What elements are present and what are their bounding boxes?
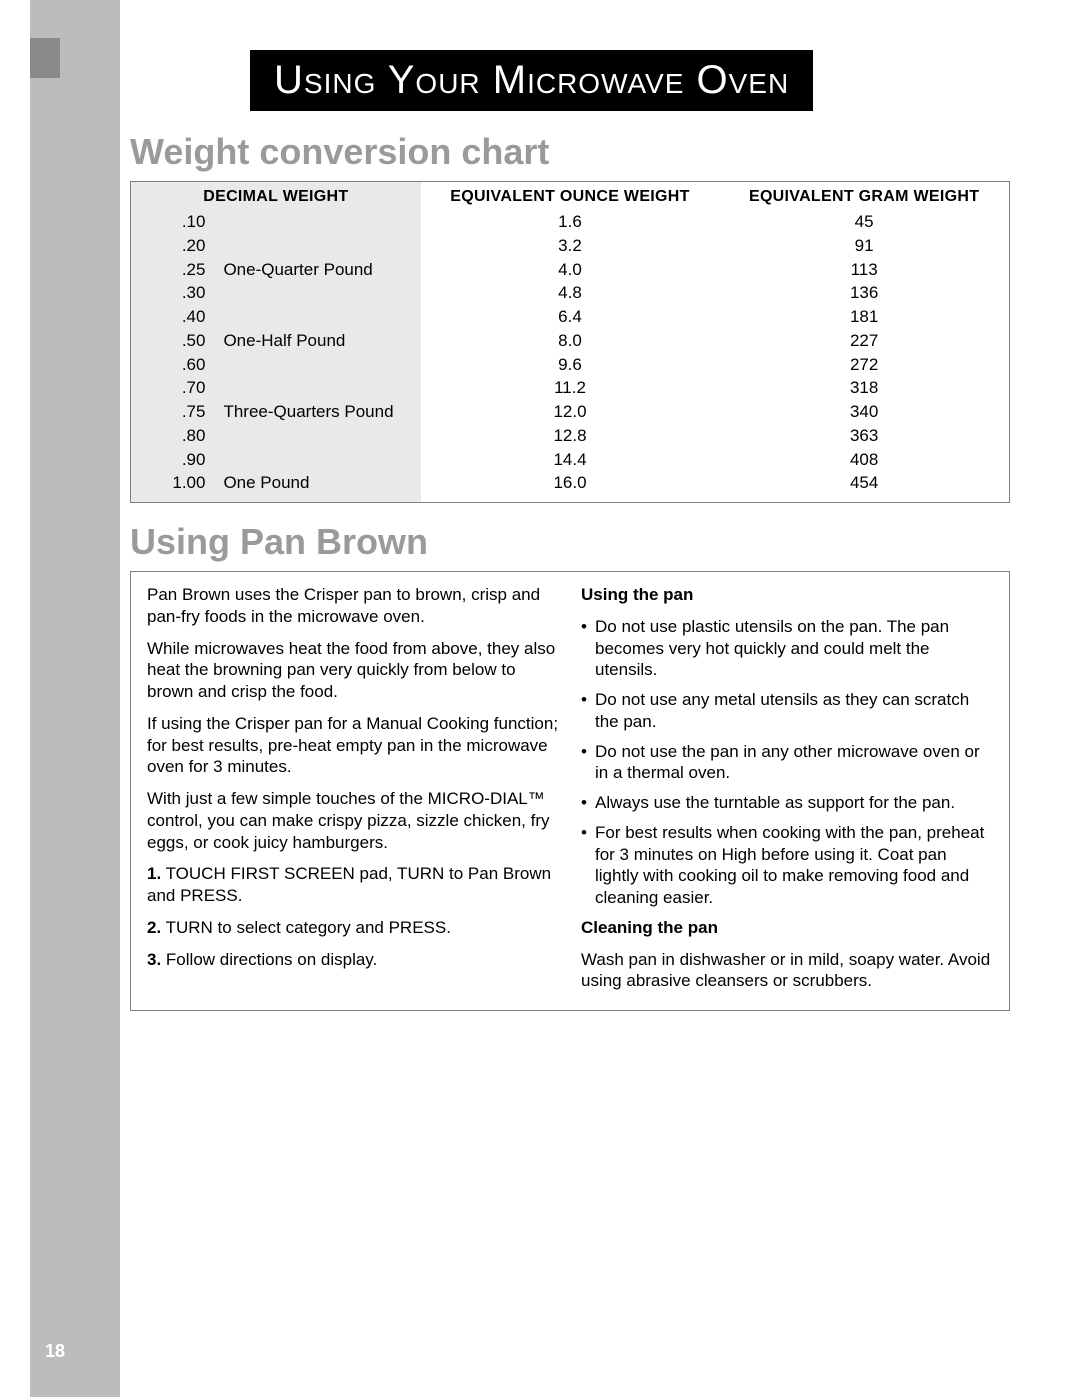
cell-ounce: 4.0 <box>421 258 720 282</box>
section-heading-weight: Weight conversion chart <box>130 131 1030 173</box>
pan-intro-2: While microwaves heat the food from abov… <box>147 638 559 703</box>
bullet-item: Do not use any metal utensils as they ca… <box>581 689 993 733</box>
table-row: .60 9.6272 <box>131 353 1009 377</box>
pan-brown-columns: Pan Brown uses the Crisper pan to brown,… <box>147 584 993 992</box>
cell-decimal: .50 <box>131 329 211 353</box>
bullet-item: Do not use plastic utensils on the pan. … <box>581 616 993 681</box>
cell-label <box>211 353 420 377</box>
cell-ounce: 9.6 <box>421 353 720 377</box>
cell-label: Three-Quarters Pound <box>211 400 420 424</box>
cleaning-pan-heading: Cleaning the pan <box>581 917 993 939</box>
cell-ounce: 1.6 <box>421 210 720 234</box>
pan-step-3-text: Follow directions on display. <box>166 950 377 969</box>
cell-gram: 45 <box>719 210 1009 234</box>
pan-step-1: 1. TOUCH FIRST SCREEN pad, TURN to Pan B… <box>147 863 559 907</box>
cell-label <box>211 305 420 329</box>
table-header-ounce: EQUIVALENT OUNCE WEIGHT <box>421 182 720 210</box>
section-heading-panbrown: Using Pan Brown <box>130 521 1030 563</box>
cell-gram: 272 <box>719 353 1009 377</box>
pan-step-2-text: TURN to select category and PRESS. <box>166 918 451 937</box>
cell-label <box>211 448 420 472</box>
table-row: .25One-Quarter Pound4.0113 <box>131 258 1009 282</box>
cell-gram: 91 <box>719 234 1009 258</box>
cell-ounce: 14.4 <box>421 448 720 472</box>
cell-gram: 318 <box>719 376 1009 400</box>
cell-label: One Pound <box>211 471 420 502</box>
sidebar-wave-decoration <box>102 0 118 1397</box>
cell-label: One-Half Pound <box>211 329 420 353</box>
bullet-item: For best results when cooking with the p… <box>581 822 993 909</box>
page-content: Using Your Microwave Oven Weight convers… <box>130 50 1030 1011</box>
weight-table-frame: DECIMAL WEIGHT EQUIVALENT OUNCE WEIGHT E… <box>130 181 1010 503</box>
cell-label <box>211 210 420 234</box>
table-row: 1.00One Pound16.0454 <box>131 471 1009 502</box>
cell-ounce: 16.0 <box>421 471 720 502</box>
cell-gram: 340 <box>719 400 1009 424</box>
pan-step-2: 2. TURN to select category and PRESS. <box>147 917 559 939</box>
table-row: .40 6.4181 <box>131 305 1009 329</box>
table-header-gram: EQUIVALENT GRAM WEIGHT <box>719 182 1009 210</box>
cell-gram: 227 <box>719 329 1009 353</box>
cell-gram: 408 <box>719 448 1009 472</box>
cell-decimal: .60 <box>131 353 211 377</box>
left-sidebar <box>30 0 110 1397</box>
using-pan-bullets: Do not use plastic utensils on the pan. … <box>581 616 993 909</box>
table-header-decimal: DECIMAL WEIGHT <box>131 182 421 210</box>
cell-label <box>211 281 420 305</box>
pan-intro-3: If using the Crisper pan for a Manual Co… <box>147 713 559 778</box>
cell-label: One-Quarter Pound <box>211 258 420 282</box>
bullet-item: Do not use the pan in any other microwav… <box>581 741 993 785</box>
pan-intro-4: With just a few simple touches of the MI… <box>147 788 559 853</box>
cell-decimal: .20 <box>131 234 211 258</box>
cell-label <box>211 376 420 400</box>
cell-decimal: .40 <box>131 305 211 329</box>
cell-decimal: .10 <box>131 210 211 234</box>
pan-step-1-text: TOUCH FIRST SCREEN pad, TURN to Pan Brow… <box>147 864 551 905</box>
page-number: 18 <box>45 1341 65 1362</box>
cell-decimal: .80 <box>131 424 211 448</box>
cell-label <box>211 234 420 258</box>
cell-gram: 454 <box>719 471 1009 502</box>
table-row: .10 1.645 <box>131 210 1009 234</box>
weight-conversion-table: DECIMAL WEIGHT EQUIVALENT OUNCE WEIGHT E… <box>131 182 1009 502</box>
cell-ounce: 12.0 <box>421 400 720 424</box>
bullet-item: Always use the turntable as support for … <box>581 792 993 814</box>
table-row: .75Three-Quarters Pound12.0340 <box>131 400 1009 424</box>
cell-ounce: 11.2 <box>421 376 720 400</box>
table-row: .90 14.4408 <box>131 448 1009 472</box>
cell-ounce: 4.8 <box>421 281 720 305</box>
cell-gram: 113 <box>719 258 1009 282</box>
chapter-banner: Using Your Microwave Oven <box>250 50 813 111</box>
cell-decimal: .75 <box>131 400 211 424</box>
cell-ounce: 6.4 <box>421 305 720 329</box>
cell-decimal: 1.00 <box>131 471 211 502</box>
cell-gram: 181 <box>719 305 1009 329</box>
cell-gram: 363 <box>719 424 1009 448</box>
sidebar-tab <box>30 38 60 78</box>
pan-intro-1: Pan Brown uses the Crisper pan to brown,… <box>147 584 559 628</box>
pan-brown-frame: Pan Brown uses the Crisper pan to brown,… <box>130 571 1010 1011</box>
cell-decimal: .25 <box>131 258 211 282</box>
table-row: .70 11.2318 <box>131 376 1009 400</box>
cell-decimal: .70 <box>131 376 211 400</box>
cell-gram: 136 <box>719 281 1009 305</box>
cell-ounce: 12.8 <box>421 424 720 448</box>
table-row: .80 12.8363 <box>131 424 1009 448</box>
cell-ounce: 8.0 <box>421 329 720 353</box>
cell-decimal: .90 <box>131 448 211 472</box>
chapter-title: Using Your Microwave Oven <box>274 58 789 102</box>
cell-ounce: 3.2 <box>421 234 720 258</box>
table-row: .20 3.291 <box>131 234 1009 258</box>
pan-step-3: 3. Follow directions on display. <box>147 949 559 971</box>
using-pan-heading: Using the pan <box>581 584 993 606</box>
table-row: .50One-Half Pound8.0227 <box>131 329 1009 353</box>
cell-decimal: .30 <box>131 281 211 305</box>
cell-label <box>211 424 420 448</box>
table-row: .30 4.8136 <box>131 281 1009 305</box>
cleaning-pan-text: Wash pan in dishwasher or in mild, soapy… <box>581 949 993 993</box>
